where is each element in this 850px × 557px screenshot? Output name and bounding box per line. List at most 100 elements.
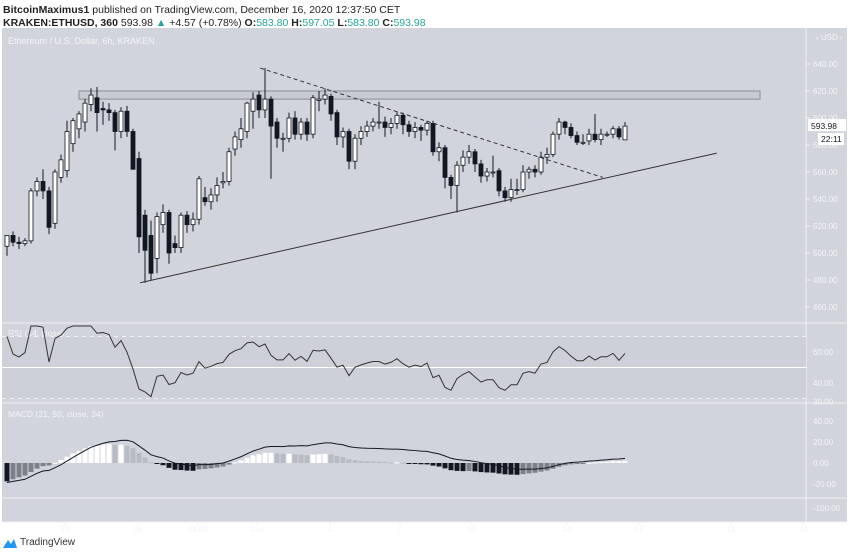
countdown-label: 22:11 [821, 134, 842, 144]
macd-histogram-bar [16, 463, 22, 478]
candle [232, 131, 238, 156]
macd-histogram-bar [172, 463, 178, 470]
candle [76, 111, 82, 139]
macd-histogram-bar [604, 461, 610, 463]
macd-histogram-bar [208, 463, 214, 469]
macd-histogram-bar [610, 461, 616, 463]
macd-histogram-bar [298, 454, 304, 463]
candle [514, 178, 520, 195]
candle-body [274, 121, 280, 139]
candle-body [100, 108, 106, 111]
macd-histogram-bar [4, 463, 10, 482]
candle [178, 212, 184, 253]
macd-tick-label: -100.00 [813, 504, 841, 513]
candle-body [442, 147, 448, 178]
candle-body [88, 94, 94, 105]
macd-histogram-bar [196, 463, 202, 470]
macd-histogram-bar [148, 462, 154, 464]
candle [142, 209, 148, 283]
macd-histogram-bar [136, 452, 142, 463]
macd-histogram-bar [580, 463, 586, 464]
macd-histogram-bar [376, 461, 382, 463]
candle-body [154, 216, 160, 259]
candle-body [622, 125, 628, 141]
macd-histogram-bar [94, 445, 100, 463]
candle [484, 167, 490, 182]
price-change: +4.57 (+0.78%) [169, 17, 242, 29]
last-price-label: 593.98 [811, 121, 837, 131]
candle [130, 128, 136, 170]
rsi-label: RSI (14, close) [8, 328, 64, 338]
macd-histogram-bar [40, 463, 46, 467]
candle [544, 147, 550, 164]
macd-histogram-bar [562, 463, 568, 466]
candle-body [598, 133, 604, 140]
candle-body [160, 212, 166, 226]
macd-histogram-bar [310, 454, 316, 463]
candle [160, 204, 166, 233]
macd-histogram-bar [46, 463, 52, 466]
y-tick-label: 560.00 [813, 168, 838, 177]
candle-body [64, 131, 70, 172]
macd-histogram-bar [388, 462, 394, 464]
candle [94, 86, 100, 132]
macd-histogram-bar [484, 463, 490, 473]
macd-line [6, 439, 626, 483]
candle [538, 151, 544, 175]
candle [154, 212, 160, 274]
macd-histogram-bar [592, 462, 598, 464]
macd-histogram-bar [28, 463, 34, 473]
macd-histogram-bar [334, 455, 340, 463]
author[interactable]: BitcoinMaximus1 [3, 4, 90, 16]
candle [430, 120, 436, 156]
last-price-box [808, 119, 846, 132]
candle-body [376, 121, 382, 124]
rsi-tick-label: 30.00 [813, 398, 834, 407]
macd-histogram-bar [520, 463, 526, 475]
candle-body [94, 97, 100, 113]
candle [346, 128, 352, 170]
candle [202, 186, 208, 206]
macd-histogram-bar [268, 452, 274, 463]
macd-label: MACD (21, 50, close, 34) [8, 409, 104, 419]
macd-histogram-bar [34, 463, 40, 469]
candle-body [214, 185, 220, 196]
y-tick-label: 540.00 [813, 195, 838, 204]
candle [226, 147, 232, 186]
candle [418, 124, 424, 141]
price-chart[interactable]: Ethereum / U.S. Dollar, 6h, KRAKEN RSI (… [2, 28, 847, 533]
chart-background [2, 28, 847, 522]
candle-body [580, 141, 586, 144]
macd-histogram-bar [58, 459, 64, 463]
macd-histogram-bar [574, 463, 580, 464]
macd-histogram-bar [262, 452, 268, 463]
candle [574, 131, 580, 145]
candle-body [616, 128, 622, 138]
macd-histogram-bar [82, 448, 88, 463]
macd-histogram-bar [286, 453, 292, 463]
candle-body [346, 131, 352, 162]
tradingview-footer[interactable]: TradingView [3, 537, 75, 548]
candle [334, 109, 340, 145]
macd-histogram-bar [220, 463, 226, 467]
candle-body [238, 128, 244, 141]
macd-histogram-bar [106, 444, 112, 463]
candle-body [484, 171, 490, 177]
candle-body [334, 112, 340, 138]
candle [568, 123, 574, 139]
candle [562, 120, 568, 135]
macd-histogram-bar [616, 461, 622, 463]
macd-histogram-bar [466, 463, 472, 472]
macd-histogram-bar [304, 455, 310, 463]
candle [280, 132, 286, 152]
macd-histogram-bar [436, 463, 442, 467]
macd-histogram-bar [118, 444, 124, 463]
candle-body [352, 137, 358, 162]
macd-histogram-bar [532, 463, 538, 473]
macd-histogram-bar [448, 463, 454, 471]
macd-tick-label: -20.00 [813, 480, 836, 489]
candle-body [280, 137, 286, 140]
candle-body [46, 190, 52, 228]
candle-body [496, 170, 502, 192]
y-tick-label: 480.00 [813, 276, 838, 285]
